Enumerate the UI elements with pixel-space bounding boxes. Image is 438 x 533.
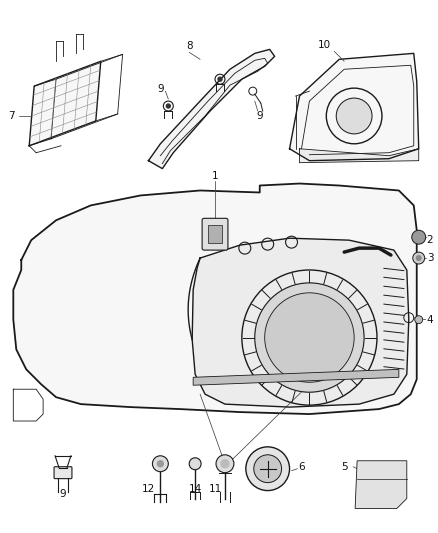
FancyArrowPatch shape: [384, 313, 404, 316]
Circle shape: [416, 255, 422, 261]
Circle shape: [216, 455, 234, 473]
FancyArrowPatch shape: [384, 340, 404, 342]
Circle shape: [218, 77, 222, 81]
FancyArrowPatch shape: [384, 349, 404, 351]
FancyArrowPatch shape: [384, 268, 404, 271]
Text: 9: 9: [157, 84, 164, 94]
Circle shape: [254, 455, 282, 482]
Text: 10: 10: [318, 41, 331, 51]
Polygon shape: [29, 61, 101, 146]
FancyBboxPatch shape: [54, 467, 72, 479]
Polygon shape: [355, 461, 407, 508]
Text: 14: 14: [188, 483, 202, 494]
Polygon shape: [192, 238, 409, 407]
Text: 8: 8: [186, 42, 193, 51]
Text: 6: 6: [298, 462, 305, 472]
Circle shape: [189, 458, 201, 470]
FancyArrowPatch shape: [384, 295, 404, 297]
Text: 12: 12: [142, 483, 155, 494]
Text: 7: 7: [8, 111, 14, 121]
Circle shape: [221, 460, 229, 468]
Circle shape: [255, 283, 364, 392]
Circle shape: [166, 104, 170, 108]
FancyArrowPatch shape: [384, 358, 404, 360]
Circle shape: [412, 230, 426, 244]
Polygon shape: [148, 50, 275, 168]
Circle shape: [157, 461, 163, 467]
Circle shape: [152, 456, 168, 472]
FancyBboxPatch shape: [208, 225, 222, 243]
Polygon shape: [290, 53, 419, 160]
Circle shape: [246, 447, 290, 490]
Text: 9: 9: [256, 111, 263, 121]
Text: 5: 5: [341, 462, 347, 472]
Polygon shape: [300, 149, 419, 163]
Text: 9: 9: [60, 489, 66, 498]
Circle shape: [413, 252, 425, 264]
FancyArrowPatch shape: [384, 304, 404, 306]
Text: 11: 11: [208, 483, 222, 494]
Polygon shape: [193, 369, 399, 385]
Circle shape: [415, 316, 423, 324]
Circle shape: [265, 293, 354, 382]
FancyArrowPatch shape: [384, 286, 404, 288]
Text: 3: 3: [427, 253, 433, 263]
FancyBboxPatch shape: [202, 219, 228, 250]
Circle shape: [336, 98, 372, 134]
Text: 4: 4: [427, 314, 433, 325]
FancyArrowPatch shape: [384, 331, 404, 333]
Text: 1: 1: [212, 171, 218, 181]
Polygon shape: [13, 183, 417, 414]
FancyArrowPatch shape: [384, 367, 404, 369]
Text: 2: 2: [427, 235, 433, 245]
FancyArrowPatch shape: [384, 277, 404, 280]
FancyArrowPatch shape: [384, 322, 404, 324]
